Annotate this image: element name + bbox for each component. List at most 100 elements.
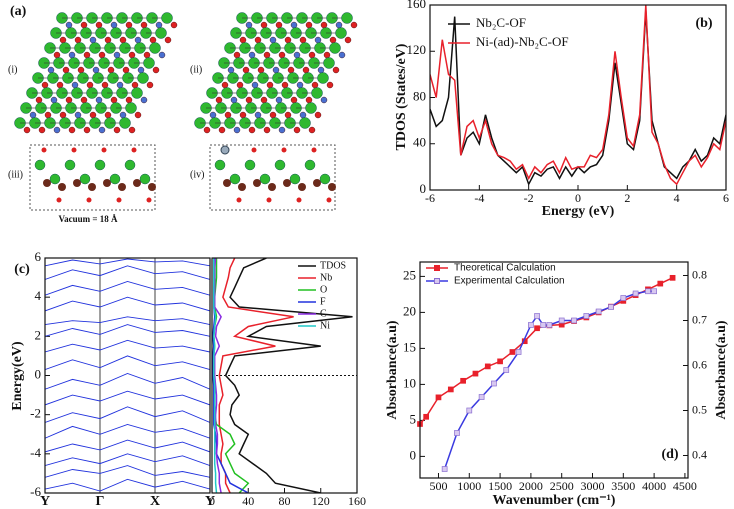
- atom: [338, 51, 346, 59]
- x-tick-label: 2: [624, 191, 630, 205]
- atom: [317, 72, 329, 84]
- atom: [146, 81, 154, 89]
- marker: [645, 288, 651, 295]
- atom: [49, 173, 61, 185]
- atom: [110, 21, 118, 29]
- atom: [53, 126, 61, 134]
- y-tick-label: -4: [30, 445, 41, 460]
- y-tick-label: 0: [420, 181, 427, 196]
- marker: [472, 370, 479, 377]
- series-line: [45, 355, 210, 371]
- marker: [583, 313, 590, 319]
- legend-label: Ni-(ad)-Nb₂C-OF: [476, 34, 569, 49]
- x-axis-label: Wavenumber (cm⁻¹): [493, 493, 616, 508]
- atom: [319, 173, 331, 185]
- marker: [620, 295, 627, 301]
- atom: [161, 12, 173, 24]
- plot-frame: [211, 257, 358, 494]
- atom: [116, 81, 124, 89]
- atom: [134, 36, 142, 44]
- atom: [41, 81, 49, 89]
- x-axis-label: Energy (eV): [542, 204, 615, 219]
- atom: [284, 36, 292, 44]
- x-tick-label: 80: [279, 494, 291, 508]
- atom: [299, 36, 307, 44]
- atom: [203, 126, 211, 134]
- series-line: [45, 265, 210, 280]
- atom: [215, 96, 223, 104]
- atom: [335, 27, 347, 39]
- series-line: [45, 316, 210, 326]
- atom: [86, 81, 94, 89]
- y-tick-label: 0: [410, 447, 417, 462]
- atom: [221, 81, 229, 89]
- atom: [293, 51, 301, 59]
- marker: [534, 325, 540, 332]
- series-line: [224, 258, 353, 493]
- y-tick-label: 80: [413, 88, 426, 103]
- panel-label: (c): [14, 262, 30, 277]
- atom: [308, 126, 316, 134]
- atom: [137, 72, 149, 84]
- atom: [88, 183, 96, 191]
- atom: [245, 21, 253, 29]
- legend-marker: [434, 278, 440, 284]
- series-line: [45, 258, 210, 267]
- atom: [65, 21, 73, 29]
- atom: [103, 179, 111, 187]
- x-tick-label: Γ: [96, 494, 105, 509]
- atom: [233, 51, 241, 59]
- atom: [119, 36, 127, 44]
- atom: [34, 159, 46, 171]
- y2-axis-label: Absorbance(a.u): [714, 320, 729, 420]
- y-axis-label: Absorbance(a.u): [385, 320, 400, 420]
- atom: [242, 66, 250, 74]
- cell-box: [29, 144, 156, 211]
- atom: [44, 111, 52, 119]
- atom: [275, 96, 283, 104]
- atom: [236, 197, 242, 203]
- y2-tick-label: 0.4: [692, 447, 707, 461]
- atom: [80, 96, 88, 104]
- atom: [71, 147, 77, 153]
- x-tick-label: -6: [425, 191, 435, 205]
- atom: [152, 66, 160, 74]
- x-tick-label: 160: [348, 494, 366, 508]
- atom: [305, 96, 313, 104]
- panel-label: (a): [10, 4, 27, 19]
- series-line: [443, 290, 655, 470]
- atom: [95, 21, 103, 29]
- marker: [632, 290, 639, 297]
- atom: [77, 66, 85, 74]
- marker: [466, 407, 473, 414]
- atom: [125, 96, 133, 104]
- atom: [329, 36, 337, 44]
- marker: [528, 322, 534, 328]
- x-tick-label: 4: [674, 191, 680, 205]
- atom: [320, 21, 328, 29]
- chart: -6 -4 -2 0 2 4 6 0 40 80 120 160 Nb₂C-OF Ni-(ad)-Nb₂C…: [394, 0, 729, 219]
- atom: [223, 179, 231, 187]
- marker: [447, 386, 454, 393]
- legend-label: F: [320, 296, 326, 307]
- atom: [214, 159, 226, 171]
- atom: [128, 51, 136, 59]
- atom: [244, 159, 256, 171]
- atom: [323, 51, 331, 59]
- atom: [230, 96, 238, 104]
- marker: [595, 308, 602, 315]
- atom: [53, 51, 61, 59]
- atom: [83, 51, 91, 59]
- atom: [47, 66, 55, 74]
- series-line: [212, 258, 249, 493]
- atom: [248, 126, 256, 134]
- series-line: [213, 258, 218, 493]
- atom: [251, 81, 259, 89]
- x-tick-label: 3500: [611, 479, 635, 493]
- view-label: (iii): [8, 169, 23, 180]
- marker: [558, 317, 565, 324]
- legend-label: Experimental Calculation: [454, 276, 565, 287]
- y2-tick-label: 0.8: [692, 267, 707, 281]
- atom: [329, 42, 341, 54]
